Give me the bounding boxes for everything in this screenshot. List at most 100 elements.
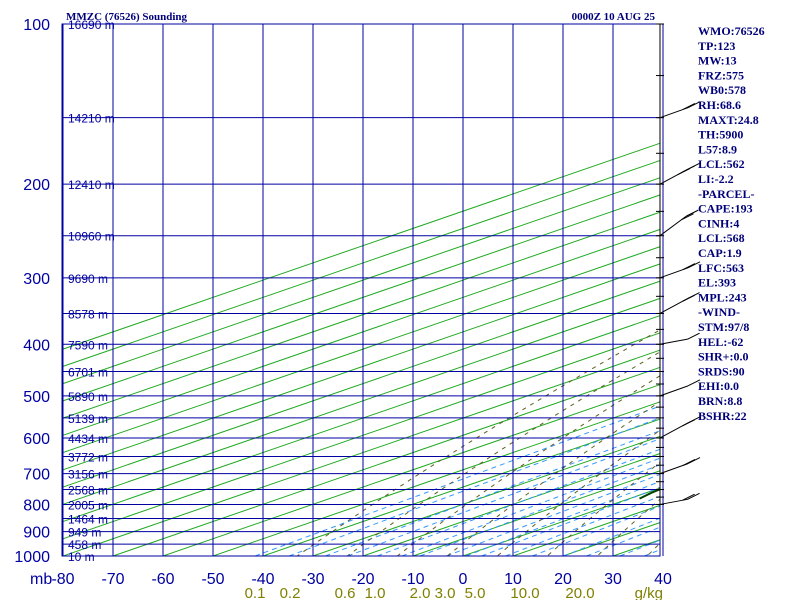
sounding-index: EHI:0.0 bbox=[698, 379, 739, 393]
wind-barb-flag bbox=[681, 213, 694, 221]
sounding-index: LCL:568 bbox=[698, 231, 745, 245]
sounding-index: L57:8.9 bbox=[698, 142, 737, 156]
sounding-index: EL:393 bbox=[698, 276, 736, 290]
wind-barb-flag bbox=[687, 332, 700, 340]
wind-barb bbox=[659, 338, 688, 345]
sounding-index: LCL:562 bbox=[698, 157, 745, 171]
temperature-label: -60 bbox=[151, 571, 174, 588]
mixing-ratio-label: 10.0 bbox=[510, 585, 539, 600]
height-label: 1464 m bbox=[68, 512, 108, 526]
height-label: 3156 m bbox=[68, 468, 108, 482]
chart-time: 0000Z 10 AUG 25 bbox=[572, 11, 656, 23]
pressure-unit-label: mb bbox=[30, 571, 52, 588]
mixing-ratio-label: 20.0 bbox=[565, 585, 594, 600]
temperature-label: 30 bbox=[604, 571, 622, 588]
wind-barb-flag bbox=[682, 458, 696, 466]
isotherm-line bbox=[62, 177, 660, 385]
sounding-index: HEL:-62 bbox=[698, 335, 743, 349]
height-label: 5139 m bbox=[68, 412, 108, 426]
sounding-index: TH:5900 bbox=[698, 128, 743, 142]
sounding-index: STM:97/8 bbox=[698, 320, 749, 334]
pressure-label: 300 bbox=[23, 271, 50, 288]
temperature-label: 20 bbox=[554, 571, 572, 588]
temperature-label: -20 bbox=[351, 571, 374, 588]
wind-barb-flag bbox=[687, 379, 701, 387]
sounding-index: WMO:76526 bbox=[698, 24, 765, 38]
sounding-index: FRZ:575 bbox=[698, 68, 744, 82]
dry-adiabat-line bbox=[396, 375, 660, 556]
sounding-indices: WMO:76526TP:123MW:13FRZ:575WB0:578RH:68.… bbox=[698, 24, 765, 423]
sounding-index: MW:13 bbox=[698, 54, 737, 68]
isotherm-line bbox=[62, 142, 660, 350]
pressure-label: 600 bbox=[23, 431, 50, 448]
isotherm-line bbox=[411, 470, 660, 556]
height-label: 3772 m bbox=[68, 450, 108, 464]
isotherm-line bbox=[261, 418, 660, 556]
height-label: 9690 m bbox=[68, 272, 108, 286]
wind-barb-flag bbox=[687, 492, 700, 500]
sounding-index: LFC:563 bbox=[698, 261, 744, 275]
pressure-label: 800 bbox=[23, 497, 50, 514]
temperature-label: 0 bbox=[459, 571, 468, 588]
height-label: 8578 m bbox=[68, 307, 108, 321]
dry-adiabat-line bbox=[596, 498, 660, 556]
wind-barb-flag bbox=[682, 419, 695, 427]
dry-adiabat-line bbox=[296, 329, 660, 556]
temperature-label: -80 bbox=[51, 571, 74, 588]
wind-barb-flag bbox=[682, 294, 695, 302]
height-label: 10 m bbox=[68, 550, 95, 564]
sounding-index: MAXT:24.8 bbox=[698, 113, 759, 127]
wind-barb bbox=[659, 385, 689, 397]
height-label: 5890 m bbox=[68, 390, 108, 404]
pressure-label: 1000 bbox=[14, 549, 50, 566]
height-label: 4434 m bbox=[68, 432, 108, 446]
mixing-ratio-label: 0.6 bbox=[335, 585, 356, 600]
wind-barb-flag bbox=[687, 457, 701, 465]
height-label: 2005 m bbox=[68, 498, 108, 512]
isotherm-line bbox=[62, 297, 660, 506]
sounding-index: -WIND- bbox=[698, 305, 740, 319]
pressure-label: 500 bbox=[23, 389, 50, 406]
dry-adiabat-line bbox=[346, 351, 660, 556]
pressure-lines bbox=[61, 23, 664, 557]
pressure-label: 100 bbox=[23, 17, 50, 34]
sounding-index: TP:123 bbox=[698, 39, 735, 53]
mixing-ratio-label: 2.0 bbox=[410, 585, 431, 600]
sounding-index: BRN:8.8 bbox=[698, 394, 742, 408]
height-label: 7590 m bbox=[68, 338, 108, 352]
wind-barb-flag bbox=[686, 209, 699, 217]
isotherm-line bbox=[311, 435, 660, 556]
sounding-index: RH:68.6 bbox=[698, 98, 741, 112]
pressure-label: 900 bbox=[23, 525, 50, 542]
isotherm-line bbox=[62, 228, 660, 437]
isotherm-line bbox=[62, 211, 660, 419]
dry-adiabat-line bbox=[546, 461, 660, 556]
sounding-index: MPL:243 bbox=[698, 290, 747, 304]
temperature-label: 10 bbox=[504, 571, 522, 588]
sounding-index: -PARCEL- bbox=[698, 187, 754, 201]
mixing-ratio-label: 0.1 bbox=[245, 585, 266, 600]
pressure-label: 400 bbox=[23, 337, 50, 354]
isotherm-line bbox=[62, 315, 660, 523]
sounding-index: CAPE:193 bbox=[698, 202, 753, 216]
sounding-index: CINH:4 bbox=[698, 216, 739, 230]
height-label: 10960 m bbox=[68, 230, 115, 244]
mixing-ratio-label: 3.0 bbox=[435, 585, 456, 600]
height-label: 2568 m bbox=[68, 484, 108, 498]
sounding-index: BSHR:22 bbox=[698, 409, 747, 423]
sounding-index: SHR+:0.0 bbox=[698, 350, 749, 364]
wind-barb-flag bbox=[687, 101, 701, 109]
sounding-index: SRDS:90 bbox=[698, 364, 745, 378]
sounding-index: CAP:1.9 bbox=[698, 246, 742, 260]
sounding-index: LI:-2.2 bbox=[698, 172, 734, 186]
temperature-label: -40 bbox=[251, 571, 274, 588]
isotherm-line bbox=[62, 159, 660, 368]
pressure-label: 200 bbox=[23, 177, 50, 194]
temperature-label: -30 bbox=[301, 571, 324, 588]
isotherm-line bbox=[62, 349, 660, 556]
height-label: 458 m bbox=[68, 538, 101, 552]
dry-adiabat-lines bbox=[296, 329, 660, 556]
height-label: 949 m bbox=[68, 526, 101, 540]
